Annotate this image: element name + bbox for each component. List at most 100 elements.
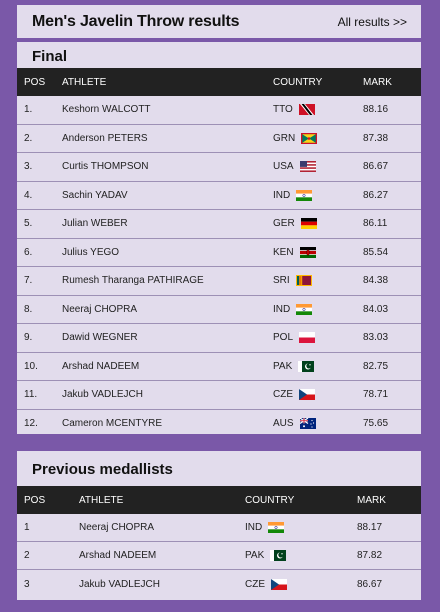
flag-ken-icon xyxy=(299,246,316,258)
row-mark: 86.67 xyxy=(363,161,389,173)
row-athlete: Anderson PETERS xyxy=(62,132,148,144)
row-country: POL xyxy=(273,332,363,344)
previous-section-title: Previous medallists xyxy=(32,461,173,478)
row-athlete: Neeraj CHOPRA xyxy=(62,303,138,315)
row-position: 3. xyxy=(24,161,33,173)
row-country: USA xyxy=(273,161,363,173)
row-country-code: AUS xyxy=(273,418,294,430)
table-row: 11. Jakub VADLEJCH CZE 78.71 xyxy=(17,381,421,410)
final-results-card: Final POS ATHLETE COUNTRY MARK 1. Keshorn… xyxy=(17,42,421,434)
row-position: 2. xyxy=(24,132,33,144)
row-athlete: Keshorn WALCOTT xyxy=(62,104,151,116)
row-country: CZE xyxy=(273,389,363,401)
row-country-code: GRN xyxy=(273,132,296,144)
col-header-mark: MARK xyxy=(357,494,386,506)
flag-grn-icon xyxy=(301,132,318,144)
table-row: 9. Dawid WEGNER POL 83.03 xyxy=(17,324,421,353)
row-athlete: Arshad NADEEM xyxy=(79,550,157,561)
final-table-body: 1. Keshorn WALCOTT TTO 88.16 2. Anderson PETE… xyxy=(17,96,421,438)
table-row: 8. Neeraj CHOPRA IND 84.03 xyxy=(17,296,421,324)
flag-cze-icon xyxy=(299,389,315,401)
flag-ger-icon xyxy=(300,218,317,230)
col-header-athlete: ATHLETE xyxy=(79,494,124,506)
flag-pol-icon xyxy=(299,332,316,344)
row-position: 2 xyxy=(24,550,30,561)
flag-aus-icon xyxy=(299,418,316,430)
row-country: GRN xyxy=(273,132,363,144)
col-header-mark: MARK xyxy=(363,76,392,88)
col-header-pos: POS xyxy=(24,76,46,88)
row-position: 11. xyxy=(24,389,38,401)
previous-table-header: POS ATHLETE COUNTRY MARK xyxy=(17,486,421,514)
row-athlete: Jakub VADLEJCH xyxy=(79,578,160,590)
row-country: SRI xyxy=(273,275,363,287)
row-mark: 86.11 xyxy=(363,218,388,230)
all-results-link[interactable]: All results >> xyxy=(337,14,407,29)
page-title: Men's Javelin Throw results xyxy=(32,12,240,30)
row-position: 8. xyxy=(24,303,33,315)
row-country-code: IND xyxy=(245,522,263,533)
table-row: 5. Julian WEBER GER 86.11 xyxy=(17,210,421,239)
row-athlete: Curtis THOMPSON xyxy=(62,161,149,173)
row-country: PAK xyxy=(245,550,357,561)
row-mark: 86.67 xyxy=(357,578,383,590)
table-row: 2 Arshad NADEEM PAK 87.82 xyxy=(17,542,421,570)
row-country: TTO xyxy=(273,104,363,116)
row-country: AUS xyxy=(273,418,363,430)
row-country-code: CZE xyxy=(245,578,265,590)
results-header: Men's Javelin Throw results All results … xyxy=(17,5,421,38)
table-row: 3 Jakub VADLEJCH CZE 86.67 xyxy=(17,570,421,598)
row-mark: 83.03 xyxy=(363,332,389,344)
row-mark: 84.03 xyxy=(363,303,389,315)
table-row: 10. Arshad NADEEM PAK 82.75 xyxy=(17,353,421,381)
row-country-code: IND xyxy=(273,303,291,315)
row-position: 4. xyxy=(24,189,33,201)
final-table-header: POS ATHLETE COUNTRY MARK xyxy=(17,68,421,96)
flag-usa-icon xyxy=(299,161,316,173)
row-country-code: POL xyxy=(273,332,294,344)
row-athlete: Neeraj CHOPRA xyxy=(79,522,155,533)
row-position: 1. xyxy=(24,104,33,116)
col-header-pos: POS xyxy=(24,494,46,506)
row-country: KEN xyxy=(273,246,363,258)
row-country: IND xyxy=(273,189,363,201)
flag-cze-icon xyxy=(271,578,287,590)
row-country-code: PAK xyxy=(273,360,293,372)
row-mark: 75.65 xyxy=(363,418,389,430)
col-header-country: COUNTRY xyxy=(273,76,323,88)
row-country-code: KEN xyxy=(273,246,294,258)
row-mark: 87.82 xyxy=(357,550,383,561)
previous-table-body: 1 Neeraj CHOPRA IND 88.17 2 Arshad NADEEM PAK 8… xyxy=(17,514,421,598)
row-country: GER xyxy=(273,218,363,230)
row-country: CZE xyxy=(245,578,357,590)
flag-tto-icon xyxy=(298,104,315,116)
table-row: 12. Cameron MCENTYRE AUS 75.65 xyxy=(17,410,421,439)
row-athlete: Dawid WEGNER xyxy=(62,332,138,344)
row-mark: 88.17 xyxy=(357,522,383,533)
row-country-code: PAK xyxy=(245,550,265,561)
row-country: PAK xyxy=(273,360,363,372)
row-position: 9. xyxy=(24,332,33,344)
flag-pak-icon xyxy=(270,550,287,561)
flag-ind-icon xyxy=(296,303,313,315)
table-row: 1 Neeraj CHOPRA IND 88.17 xyxy=(17,514,421,542)
row-athlete: Sachin YADAV xyxy=(62,189,128,201)
row-position: 5. xyxy=(24,218,33,230)
row-position: 7. xyxy=(24,275,33,287)
row-mark: 87.38 xyxy=(363,132,389,144)
row-mark: 78.71 xyxy=(363,389,389,401)
row-position: 10. xyxy=(24,360,38,372)
row-country-code: USA xyxy=(273,161,294,173)
table-row: 7. Rumesh Tharanga PATHIRAGE SRI 84.38 xyxy=(17,267,421,296)
flag-ind-icon xyxy=(268,522,285,533)
row-country-code: TTO xyxy=(273,104,293,116)
row-position: 12. xyxy=(24,418,38,430)
row-athlete: Jakub VADLEJCH xyxy=(62,389,143,401)
final-section-title: Final xyxy=(32,48,68,65)
row-country-code: SRI xyxy=(273,275,290,287)
row-athlete: Cameron MCENTYRE xyxy=(62,418,163,430)
table-row: 2. Anderson PETERS GRN 87.38 xyxy=(17,125,421,153)
row-country-code: GER xyxy=(273,218,295,230)
row-mark: 84.38 xyxy=(363,275,389,287)
row-athlete: Julius YEGO xyxy=(62,246,120,258)
